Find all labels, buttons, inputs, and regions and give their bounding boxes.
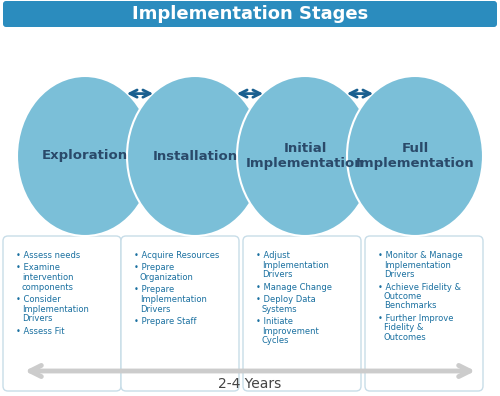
Text: Implementation: Implementation — [384, 261, 451, 270]
Text: • Assess Fit: • Assess Fit — [16, 326, 64, 335]
Text: Implementation: Implementation — [22, 305, 89, 314]
Text: Cycles: Cycles — [262, 336, 289, 345]
FancyBboxPatch shape — [365, 236, 483, 391]
Text: • Consider: • Consider — [16, 295, 61, 304]
Text: Implementation Stages: Implementation Stages — [132, 5, 368, 23]
Text: Organization: Organization — [140, 273, 194, 282]
FancyBboxPatch shape — [3, 236, 121, 391]
Text: Improvement: Improvement — [262, 326, 319, 335]
Text: Full
Implementation: Full Implementation — [356, 141, 474, 171]
Text: • Prepare: • Prepare — [134, 286, 174, 295]
Ellipse shape — [237, 76, 373, 236]
Text: • Prepare: • Prepare — [134, 263, 174, 272]
Ellipse shape — [127, 76, 263, 236]
Ellipse shape — [347, 76, 483, 236]
Text: Implementation: Implementation — [262, 261, 329, 270]
Text: • Monitor & Manage: • Monitor & Manage — [378, 251, 463, 260]
Text: Exploration: Exploration — [42, 150, 128, 162]
Text: • Manage Change: • Manage Change — [256, 282, 332, 291]
Text: Outcome: Outcome — [384, 292, 422, 301]
Text: • Achieve Fidelity &: • Achieve Fidelity & — [378, 282, 461, 291]
Text: • Initiate: • Initiate — [256, 317, 293, 326]
Text: Initial
Implementation: Initial Implementation — [246, 141, 364, 171]
FancyBboxPatch shape — [243, 236, 361, 391]
FancyBboxPatch shape — [3, 1, 497, 27]
Text: • Examine: • Examine — [16, 263, 60, 272]
Text: Outcomes: Outcomes — [384, 333, 427, 342]
Text: components: components — [22, 282, 74, 291]
Text: • Further Improve: • Further Improve — [378, 314, 454, 323]
Ellipse shape — [17, 76, 153, 236]
Text: Drivers: Drivers — [262, 270, 292, 279]
Text: • Deploy Data: • Deploy Data — [256, 295, 316, 304]
Text: • Assess needs: • Assess needs — [16, 251, 80, 260]
Text: • Acquire Resources: • Acquire Resources — [134, 251, 220, 260]
Text: Drivers: Drivers — [384, 270, 414, 279]
Text: Implementation: Implementation — [140, 295, 207, 304]
Text: Fidelity &: Fidelity & — [384, 324, 424, 333]
Text: Drivers: Drivers — [140, 305, 170, 314]
Text: Installation: Installation — [152, 150, 238, 162]
Text: 2-4 Years: 2-4 Years — [218, 377, 282, 391]
Text: Systems: Systems — [262, 305, 298, 314]
Text: Drivers: Drivers — [22, 314, 52, 323]
Text: • Prepare Staff: • Prepare Staff — [134, 317, 196, 326]
Text: intervention: intervention — [22, 273, 74, 282]
FancyBboxPatch shape — [121, 236, 239, 391]
Text: Benchmarks: Benchmarks — [384, 301, 436, 310]
Text: • Adjust: • Adjust — [256, 251, 290, 260]
